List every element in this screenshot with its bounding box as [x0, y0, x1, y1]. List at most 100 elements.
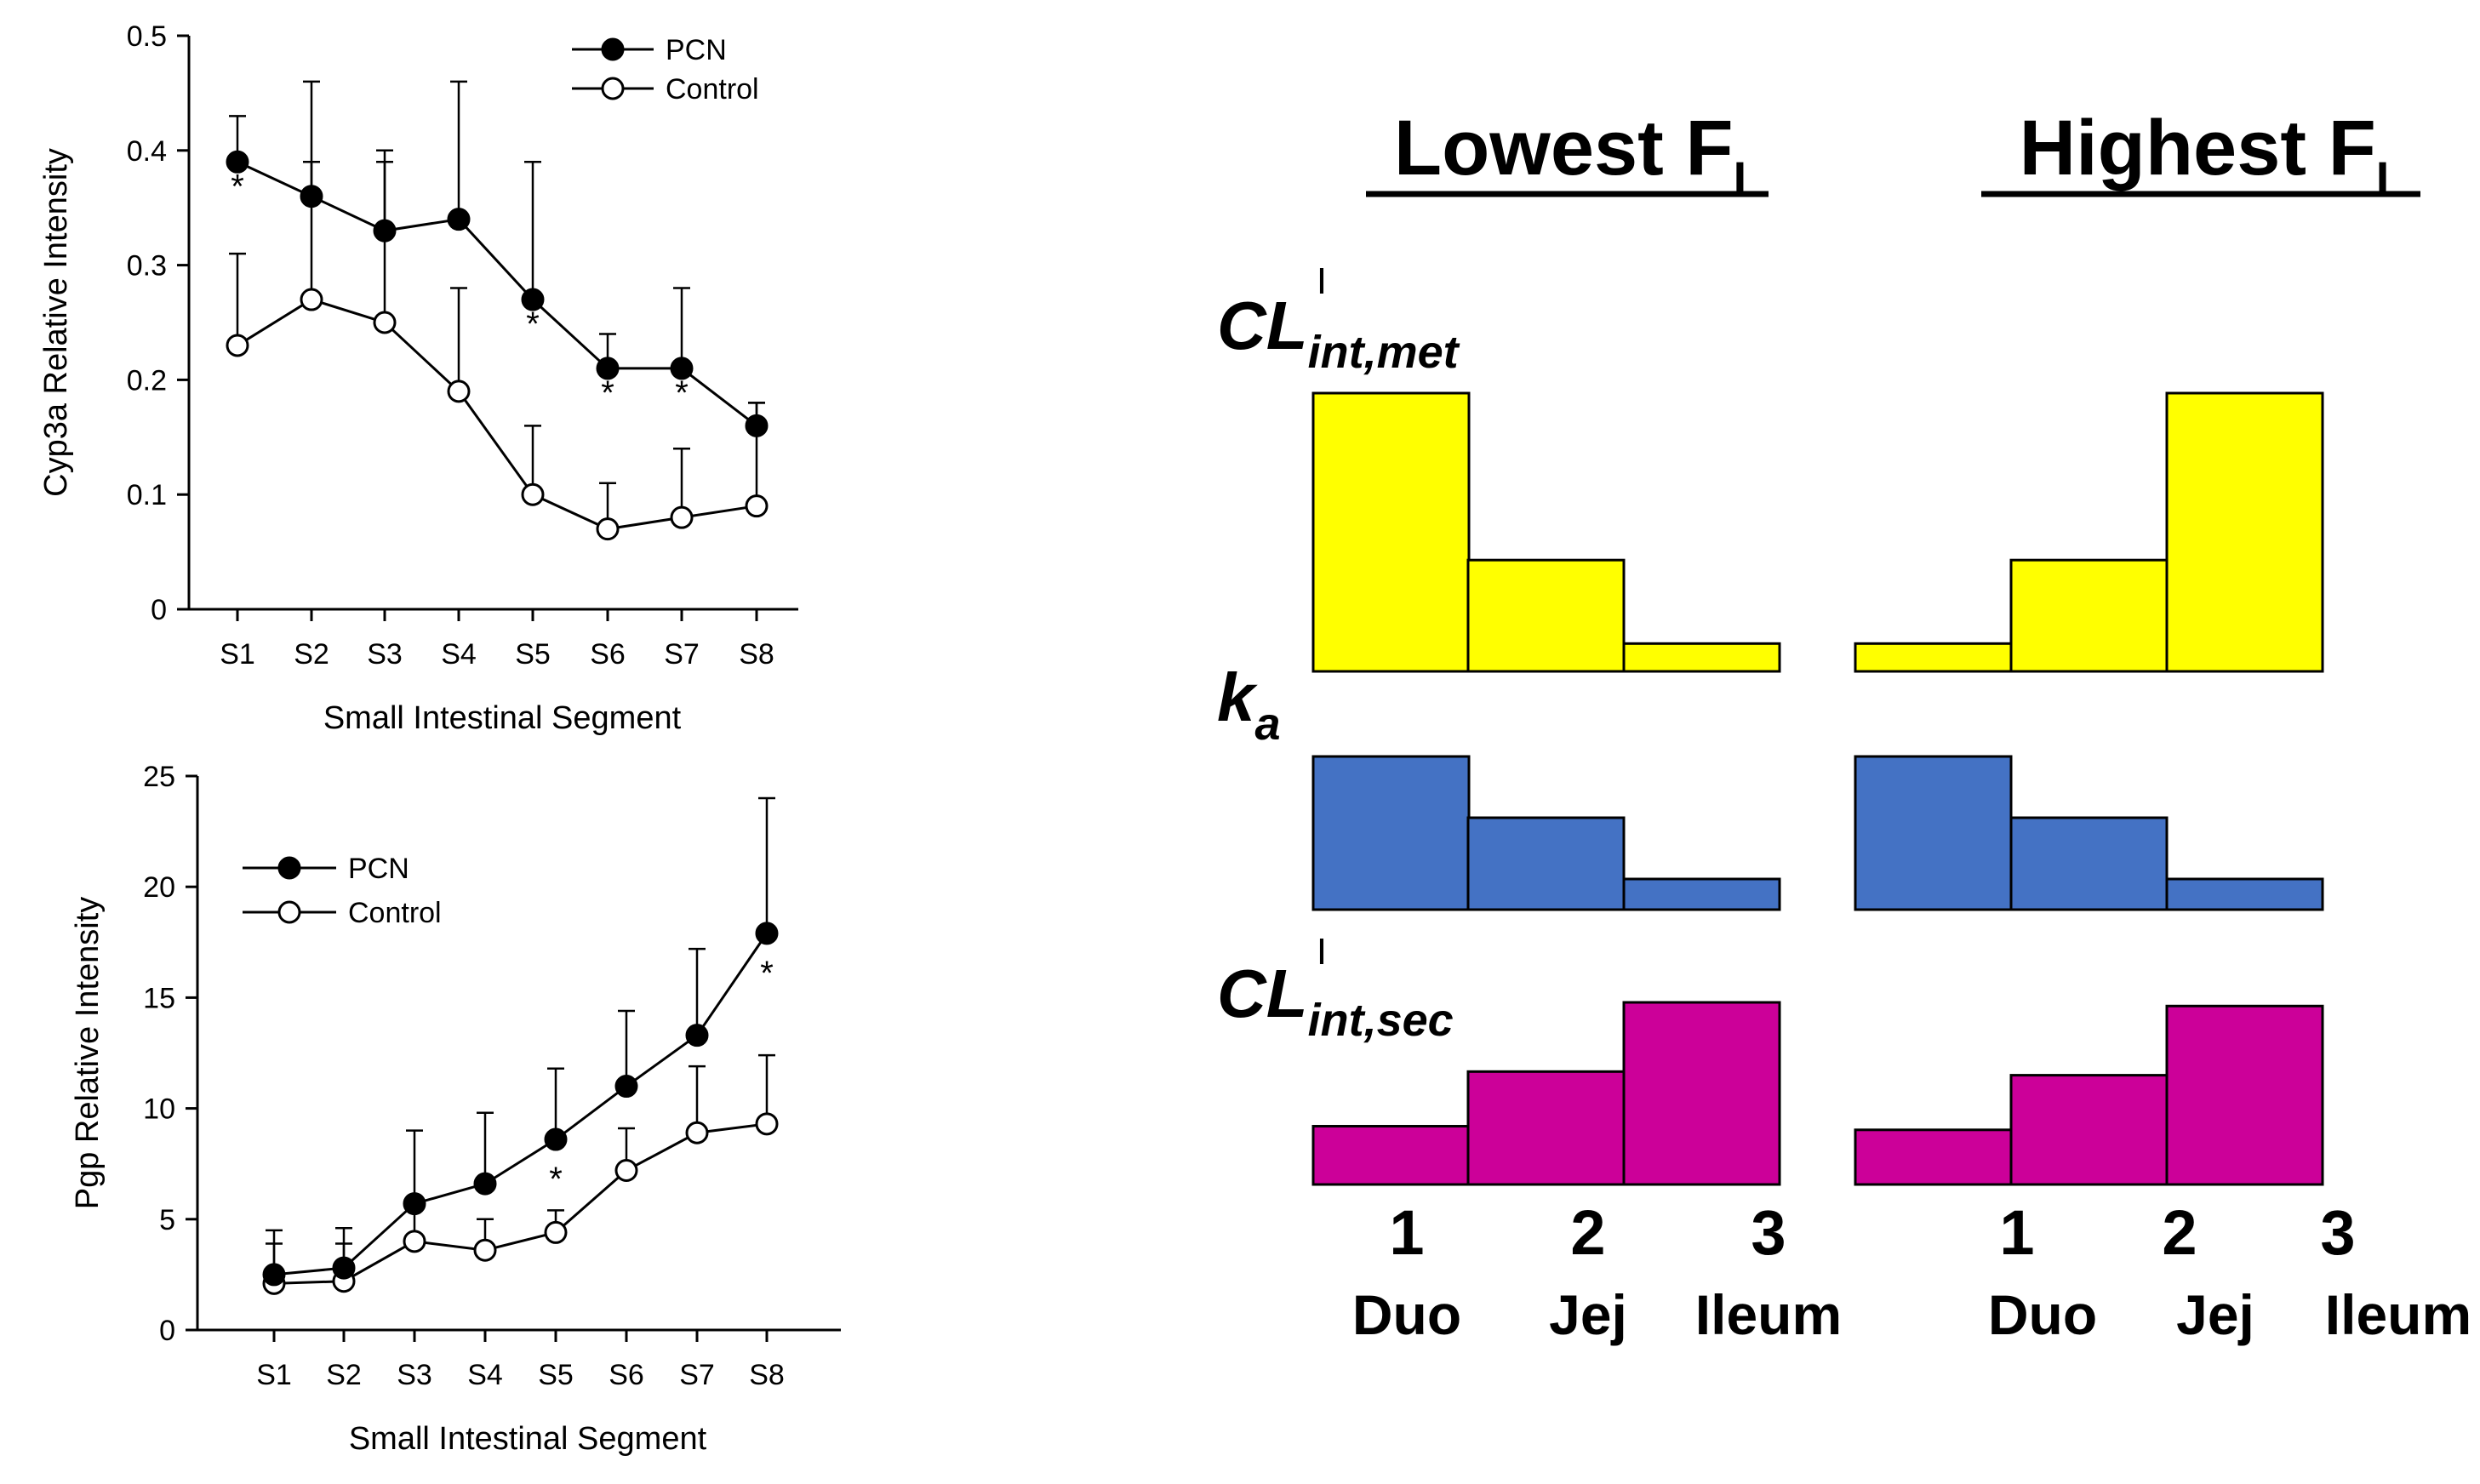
legend-marker	[601, 77, 625, 100]
legend-marker	[277, 900, 301, 924]
parameter-symbol: CL	[1217, 956, 1308, 1031]
parameter-symbol: k	[1217, 659, 1258, 735]
x-axis-title: Small Intestinal Segment	[323, 700, 682, 736]
significance-star: *	[675, 374, 689, 412]
legend-marker	[601, 37, 625, 61]
data-point-pcn	[614, 1075, 638, 1099]
x-tick-label: S3	[397, 1359, 432, 1391]
data-point-pcn	[685, 1024, 709, 1047]
bar-int-sec-seg1	[1311, 1125, 1471, 1186]
significance-star: *	[526, 305, 540, 343]
x-tick-label: S6	[590, 638, 626, 671]
parameter-subscript: int,met	[1308, 327, 1460, 378]
bar-int-sec-seg3	[2165, 1004, 2324, 1186]
series-line-pcn	[273, 933, 769, 1276]
y-tick-label: 0.5	[127, 20, 167, 53]
y-tick-label: 15	[143, 982, 175, 1014]
x-tick-label: S1	[256, 1359, 292, 1391]
data-point-pcn	[300, 185, 323, 208]
segment-number: 3	[1751, 1197, 1786, 1268]
segment-number: 2	[2162, 1197, 2197, 1268]
y-tick-label: 5	[159, 1204, 175, 1236]
segment-number: 1	[1999, 1197, 2034, 1268]
x-tick-label: S4	[467, 1359, 503, 1391]
bar-int-sec-seg1	[1854, 1128, 2013, 1186]
y-tick-label: 0.3	[127, 250, 167, 283]
y-tick-label: 0.1	[127, 479, 167, 511]
x-tick-label: S7	[679, 1359, 715, 1391]
parameter-superscript: I	[1317, 931, 1327, 973]
data-point-control	[670, 505, 694, 529]
y-tick-label: 0	[159, 1315, 175, 1347]
data-point-control	[447, 380, 471, 403]
x-tick-label: S5	[515, 638, 551, 671]
bar-a-seg1	[1311, 755, 1471, 911]
legend-label: Control	[666, 73, 759, 106]
data-point-pcn	[262, 1263, 286, 1287]
series-line-pcn	[237, 160, 757, 427]
data-point-control	[403, 1230, 426, 1253]
data-point-pcn	[447, 208, 471, 231]
significance-star: *	[601, 374, 614, 412]
segment-name: Jej	[2176, 1283, 2254, 1346]
x-tick-label: S2	[294, 638, 329, 671]
legend-label: Control	[348, 897, 442, 929]
significance-star: *	[231, 168, 244, 205]
significance-star: *	[549, 1161, 563, 1198]
y-tick-label: 0.2	[127, 364, 167, 397]
data-point-pcn	[544, 1127, 568, 1151]
panel-title-subscript: I	[2376, 151, 2390, 205]
data-point-control	[521, 482, 545, 506]
segment-name: Ileum	[1695, 1283, 1842, 1346]
panel-title-text: Lowest F	[1394, 105, 1734, 191]
segment-name: Jej	[1549, 1283, 1627, 1346]
bar-int-met-seg3	[2165, 391, 2324, 673]
data-point-control	[745, 494, 769, 518]
data-point-control	[685, 1121, 709, 1144]
parameter-subscript: a	[1255, 699, 1281, 750]
segment-number: 3	[2320, 1197, 2355, 1268]
bar-int-met-seg2	[2009, 558, 2169, 673]
data-point-pcn	[755, 922, 779, 945]
y-tick-label: 10	[143, 1093, 175, 1126]
line-charts: 0 0.1 0.2 0.3 0.4 0.5 S1 S2 S3 S4 S5 S6 S7 S8 Small In…	[38, 20, 841, 1457]
x-tick-label: S1	[220, 638, 255, 671]
line-chart-2: 0 5 10 15 20 25 S1 S2 S3 S4 S5 S6 S7 S8 Small Intestin…	[70, 761, 841, 1457]
panel-title-text: Highest F	[2020, 105, 2376, 191]
segment-name: Ileum	[2325, 1283, 2471, 1346]
data-point-control	[300, 288, 323, 311]
series-line-control	[273, 1122, 768, 1285]
bar-a-seg3	[2165, 877, 2324, 911]
data-point-pcn	[596, 357, 620, 380]
line-chart-1: 0 0.1 0.2 0.3 0.4 0.5 S1 S2 S3 S4 S5 S6 S7 S8 Small In…	[38, 20, 798, 736]
x-tick-label: S8	[749, 1359, 785, 1391]
bar-int-sec-seg2	[2009, 1074, 2169, 1186]
bar-int-sec-seg3	[1622, 1001, 1781, 1186]
parameter-label: CLint,met	[1217, 288, 1460, 378]
parameter-label: ka	[1217, 659, 1281, 750]
bar-int-met-seg3	[1622, 642, 1781, 673]
parameter-superscript: I	[1317, 260, 1327, 302]
bar-a-seg2	[1466, 816, 1626, 911]
y-tick-label: 25	[143, 761, 175, 793]
panel-title: Highest FI	[2020, 105, 2390, 205]
data-point-control	[614, 1159, 638, 1183]
segment-name: Duo	[1988, 1283, 2097, 1346]
parameter-symbol: CL	[1217, 288, 1308, 363]
y-tick-label: 0.4	[127, 135, 167, 168]
legend-label: PCN	[348, 853, 409, 885]
data-point-pcn	[332, 1256, 356, 1280]
data-point-pcn	[473, 1172, 497, 1196]
data-point-control	[544, 1220, 568, 1244]
panel-title: Lowest FI	[1394, 105, 1746, 205]
x-tick-label: S5	[538, 1359, 574, 1391]
y-tick-label: 0	[151, 594, 167, 626]
parameter-label: CLint,sec	[1217, 956, 1454, 1046]
segment-number: 2	[1570, 1197, 1605, 1268]
data-point-control	[755, 1112, 779, 1136]
data-point-control	[596, 517, 620, 541]
